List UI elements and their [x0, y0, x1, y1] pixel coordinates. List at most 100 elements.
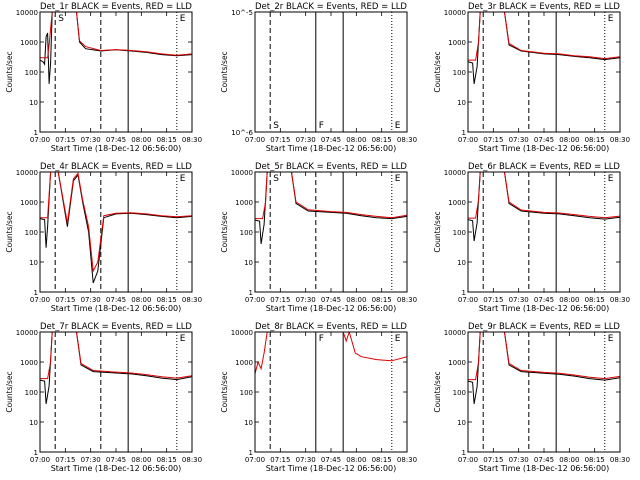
chart-panel-6: Det_6r BLACK = Events, RED = LLD Counts/s…: [433, 162, 630, 313]
y-tick-label: 10^-5: [231, 9, 253, 17]
x-tick-label: 08:15: [585, 296, 605, 304]
y-axis-label: Counts/sec: [220, 371, 229, 412]
x-tick-label: 07:15: [270, 136, 290, 144]
x-tick-label: 08:30: [397, 136, 417, 144]
y-tick-label: 100: [240, 229, 253, 237]
y-tick-label: 10: [244, 259, 253, 267]
chart-panel-5: Det_5r BLACK = Events, RED = LLD Counts/s…: [220, 162, 417, 313]
y-tick-label: 1000: [235, 199, 253, 207]
series-line-events: [468, 12, 620, 84]
series-line-events: [40, 332, 192, 404]
chart-title: Det_9r BLACK = Events, RED = LLD: [468, 322, 620, 332]
x-tick-label: 07:15: [483, 136, 503, 144]
x-tick-label: 08:00: [346, 296, 366, 304]
y-tick-label: 100: [453, 229, 466, 237]
y-tick-label: 10000: [231, 169, 253, 177]
y-tick-label: 1: [462, 129, 466, 137]
chart-title: Det_5r BLACK = Events, RED = LLD: [255, 162, 407, 172]
x-tick-label: 08:15: [157, 456, 177, 464]
series-line-events: [468, 332, 620, 404]
y-tick-label: 1: [34, 129, 38, 137]
x-tick-label: 07:00: [458, 296, 478, 304]
plot-frame: [467, 11, 621, 133]
x-axis-label: Start Time (18-Dec-12 06:56:00): [266, 464, 397, 473]
plot-frame: [467, 331, 621, 453]
series-line-lld: [255, 172, 407, 220]
y-tick-label: 1: [249, 289, 253, 297]
y-axis-label: Counts/sec: [433, 51, 442, 92]
y-tick-label: 10: [29, 259, 38, 267]
marker-label: E: [608, 14, 614, 24]
y-axis-label: Counts/sec: [433, 371, 442, 412]
chart-panel-8: Det_8r BLACK = Events, RED = LLD Counts/s…: [220, 322, 417, 473]
x-axis-label: Start Time (18-Dec-12 06:56:00): [266, 304, 397, 313]
x-tick-label: 08:00: [559, 136, 579, 144]
y-tick-label: 1000: [448, 199, 466, 207]
y-tick-label: 1: [34, 449, 38, 457]
marker-label: S: [58, 14, 64, 24]
x-tick-label: 07:30: [81, 136, 101, 144]
x-tick-label: 07:15: [270, 456, 290, 464]
x-tick-label: 08:15: [372, 296, 392, 304]
chart-panel-9: Det_9r BLACK = Events, RED = LLD Counts/s…: [433, 322, 630, 473]
x-axis-label: Start Time (18-Dec-12 06:56:00): [51, 304, 182, 313]
plot-frame: [254, 171, 408, 293]
x-tick-label: 08:15: [585, 456, 605, 464]
x-tick-label: 08:00: [131, 456, 151, 464]
chart-title: Det_6r BLACK = Events, RED = LLD: [468, 162, 620, 172]
plot-frame: [39, 11, 193, 133]
chart-panel-4: Det_4r BLACK = Events, RED = LLD Counts/s…: [5, 162, 202, 313]
plot-frame: [39, 331, 193, 453]
y-tick-label: 10000: [16, 329, 38, 337]
marker-label: E: [180, 334, 186, 344]
series-line-lld: [40, 172, 192, 273]
marker-label: E: [608, 174, 614, 184]
x-tick-label: 07:45: [534, 456, 554, 464]
x-tick-label: 08:30: [182, 456, 202, 464]
plot-frame: [467, 171, 621, 293]
x-tick-label: 07:45: [534, 136, 554, 144]
x-axis-label: Start Time (18-Dec-12 06:56:00): [51, 464, 182, 473]
marker-label: E: [180, 14, 186, 24]
series-line-lld: [468, 172, 620, 219]
plot-frame: [254, 11, 408, 133]
x-tick-label: 07:45: [106, 456, 126, 464]
x-tick-label: 07:30: [296, 456, 316, 464]
x-tick-label: 08:00: [346, 456, 366, 464]
x-tick-label: 08:15: [157, 296, 177, 304]
chart-title: Det_4r BLACK = Events, RED = LLD: [40, 162, 192, 172]
y-tick-label: 1: [34, 289, 38, 297]
x-tick-label: 07:45: [321, 456, 341, 464]
y-tick-label: 1000: [448, 39, 466, 47]
x-tick-label: 08:00: [559, 456, 579, 464]
x-tick-label: 07:45: [106, 136, 126, 144]
y-tick-label: 1: [249, 449, 253, 457]
y-tick-label: 10: [29, 419, 38, 427]
marker-label: E: [608, 334, 614, 344]
chart-panel-2: Det_2r BLACK = Events, RED = LLD Counts/s…: [220, 2, 417, 153]
x-tick-label: 08:30: [397, 456, 417, 464]
marker-label: S: [273, 174, 279, 184]
x-tick-label: 08:15: [157, 136, 177, 144]
x-tick-label: 07:00: [458, 136, 478, 144]
y-axis-label: Counts/sec: [220, 211, 229, 252]
y-tick-label: 10000: [16, 9, 38, 17]
marker-label: S: [273, 121, 279, 131]
chart-panel-3: Det_3r BLACK = Events, RED = LLD Counts/s…: [433, 2, 630, 153]
x-tick-label: 07:15: [270, 296, 290, 304]
x-tick-label: 07:45: [321, 296, 341, 304]
x-tick-label: 07:15: [483, 456, 503, 464]
y-tick-label: 1000: [20, 39, 38, 47]
series-line-events: [255, 172, 407, 244]
series-line-lld: [40, 12, 192, 59]
x-tick-label: 08:00: [131, 296, 151, 304]
y-axis-label: Counts/sec: [5, 211, 14, 252]
x-tick-label: 07:30: [296, 136, 316, 144]
y-axis-label: Counts/sec: [5, 371, 14, 412]
x-tick-label: 07:30: [509, 136, 529, 144]
x-tick-label: 08:30: [610, 136, 630, 144]
y-axis-label: Counts/sec: [5, 51, 14, 92]
y-tick-label: 10000: [444, 169, 466, 177]
marker-label: F: [319, 334, 324, 344]
